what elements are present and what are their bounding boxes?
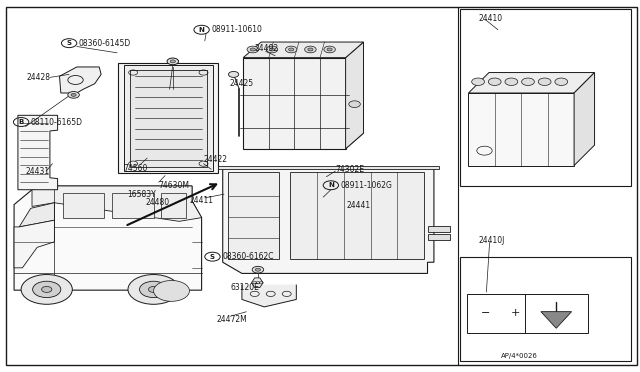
Text: 08360-6162C: 08360-6162C <box>222 252 273 261</box>
Circle shape <box>228 71 239 77</box>
Circle shape <box>289 48 294 51</box>
Text: +: + <box>511 308 520 318</box>
Text: 24425: 24425 <box>229 79 253 88</box>
Text: 08911-10610: 08911-10610 <box>211 25 262 34</box>
Text: S: S <box>67 40 72 46</box>
Bar <box>63 193 104 218</box>
Text: 08911-1062G: 08911-1062G <box>340 181 392 190</box>
Text: N: N <box>198 27 205 33</box>
Circle shape <box>266 46 278 53</box>
Polygon shape <box>218 166 439 169</box>
Circle shape <box>71 93 76 96</box>
Polygon shape <box>243 42 364 58</box>
Circle shape <box>522 78 534 86</box>
Polygon shape <box>252 278 263 288</box>
Bar <box>124 65 213 171</box>
Text: 16583Y: 16583Y <box>127 190 156 199</box>
Text: 63120E: 63120E <box>230 283 259 292</box>
Polygon shape <box>243 133 364 149</box>
Circle shape <box>305 46 316 53</box>
Text: 24472M: 24472M <box>216 315 247 324</box>
Polygon shape <box>468 73 595 93</box>
Polygon shape <box>60 67 101 93</box>
Bar <box>130 70 207 167</box>
Circle shape <box>21 275 72 304</box>
Text: N: N <box>328 182 334 188</box>
Bar <box>428 234 450 240</box>
Circle shape <box>472 78 484 86</box>
Circle shape <box>349 101 360 108</box>
Circle shape <box>170 60 175 63</box>
Text: 24480: 24480 <box>146 198 170 207</box>
Text: 08360-6145D: 08360-6145D <box>79 39 131 48</box>
Polygon shape <box>541 312 572 328</box>
Circle shape <box>250 48 255 51</box>
Polygon shape <box>242 285 296 307</box>
Bar <box>161 193 186 218</box>
Circle shape <box>269 48 275 51</box>
Text: AP/4*0026: AP/4*0026 <box>500 353 538 359</box>
Text: S: S <box>210 254 215 260</box>
Polygon shape <box>14 186 202 290</box>
Bar <box>112 193 154 218</box>
Text: 24428: 24428 <box>27 73 51 82</box>
Text: 74560: 74560 <box>124 164 148 173</box>
Text: −: − <box>481 308 491 318</box>
Polygon shape <box>223 169 434 273</box>
Polygon shape <box>574 73 595 166</box>
Circle shape <box>538 78 551 86</box>
Circle shape <box>505 78 518 86</box>
Circle shape <box>42 286 52 292</box>
Circle shape <box>247 46 259 53</box>
Text: 24441: 24441 <box>347 201 371 210</box>
Circle shape <box>148 286 159 292</box>
Polygon shape <box>18 115 58 190</box>
Circle shape <box>68 92 79 98</box>
Polygon shape <box>346 42 364 149</box>
Bar <box>460 257 631 361</box>
Text: 24492: 24492 <box>255 44 279 53</box>
Bar <box>228 172 279 259</box>
Bar <box>467 294 588 333</box>
Bar <box>118 63 218 173</box>
Circle shape <box>167 58 179 65</box>
Circle shape <box>154 280 189 301</box>
Bar <box>468 93 574 166</box>
Text: 24422: 24422 <box>204 155 228 164</box>
Text: 74630M: 74630M <box>159 181 189 190</box>
Circle shape <box>324 46 335 53</box>
Text: B: B <box>19 119 24 125</box>
Polygon shape <box>14 220 54 268</box>
Circle shape <box>33 281 61 298</box>
Text: 74302E: 74302E <box>335 165 364 174</box>
Bar <box>290 172 424 259</box>
Circle shape <box>488 78 501 86</box>
Text: 24410: 24410 <box>479 14 503 23</box>
Text: 24431: 24431 <box>26 167 50 176</box>
Polygon shape <box>32 186 202 221</box>
Bar <box>428 226 450 232</box>
Circle shape <box>255 268 260 271</box>
Bar <box>243 58 346 149</box>
Circle shape <box>555 78 568 86</box>
Text: 24410J: 24410J <box>479 236 505 245</box>
Circle shape <box>308 48 313 51</box>
Polygon shape <box>19 203 54 227</box>
Bar <box>460 9 631 186</box>
Circle shape <box>285 46 297 53</box>
Text: 08110-6165D: 08110-6165D <box>31 118 83 126</box>
Circle shape <box>140 281 168 298</box>
Circle shape <box>327 48 332 51</box>
Circle shape <box>252 266 264 273</box>
Text: 24411: 24411 <box>189 196 214 205</box>
Circle shape <box>128 275 179 304</box>
